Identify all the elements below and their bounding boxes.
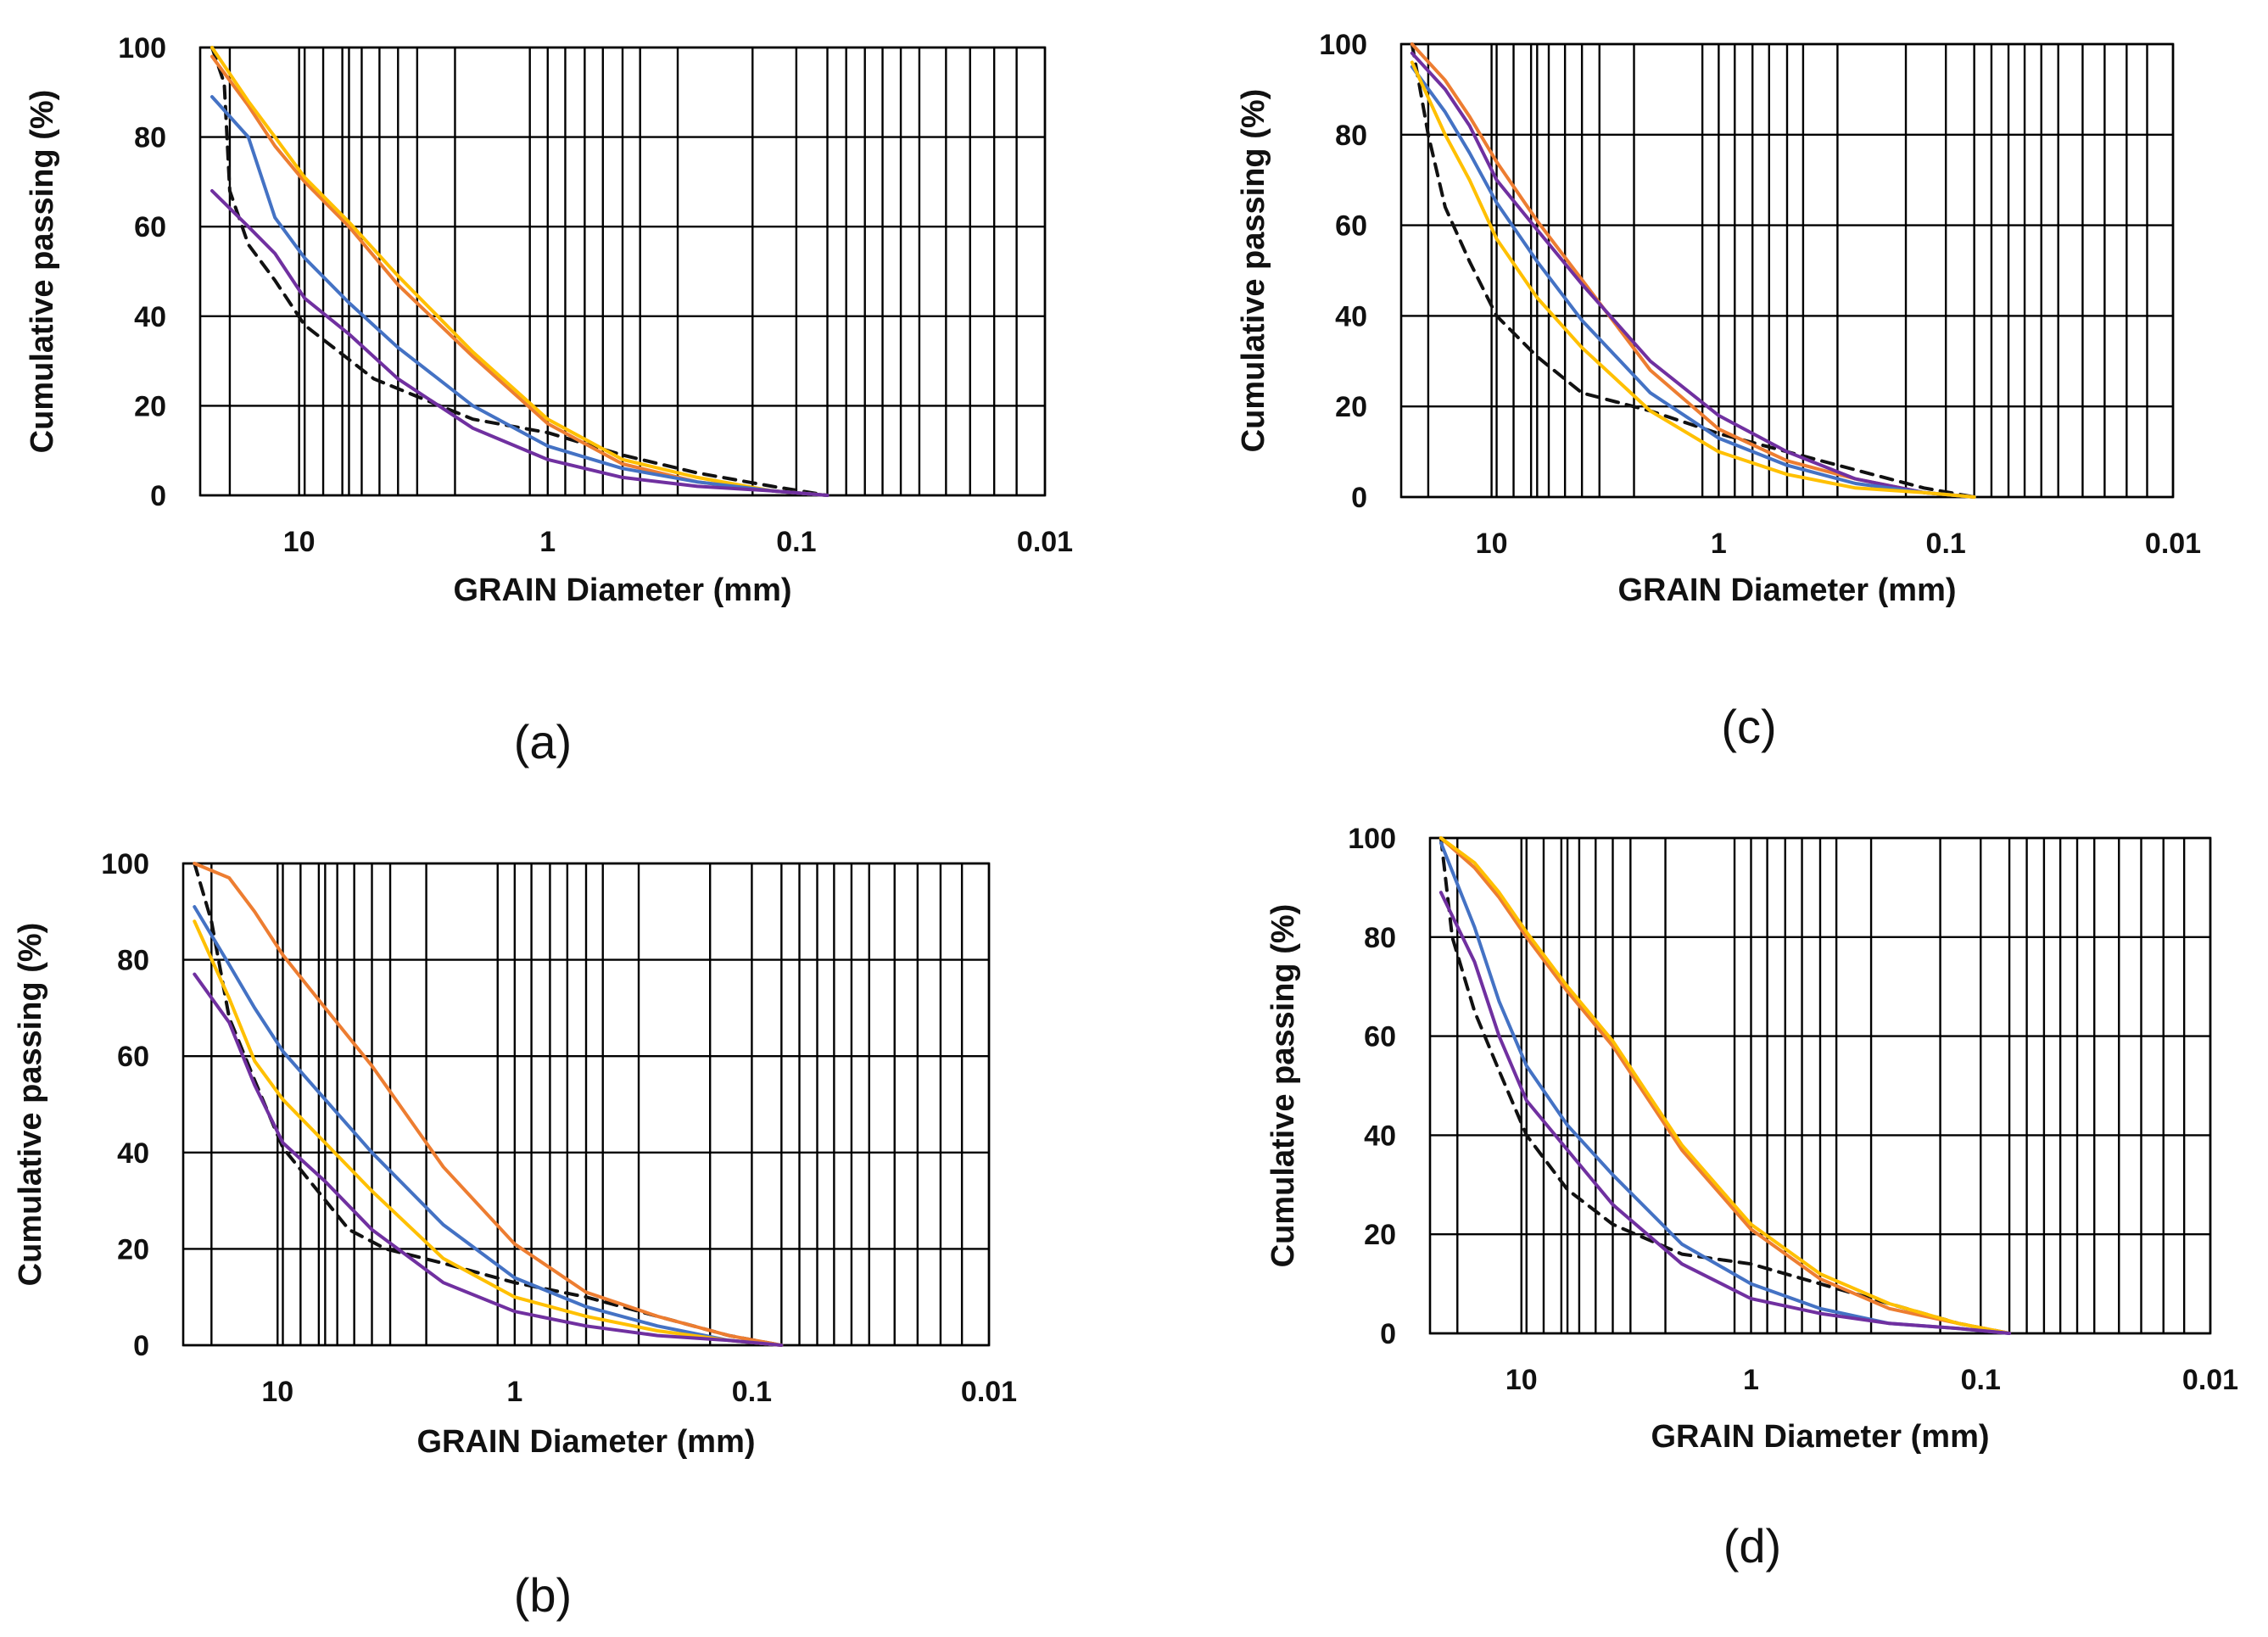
x-tick-label: 1	[1743, 1364, 1759, 1396]
series-line-dashed-black	[210, 46, 830, 497]
series-line-blue	[1410, 64, 1976, 499]
chart-panel-b: 0 20 40 60 80 100 10 1 0.1 0.01 GRAIN Diameter (mm…	[13, 848, 1017, 1622]
y-axis-title: Cumulative passing (%)	[13, 923, 48, 1287]
series-line-gold	[193, 919, 784, 1347]
x-tick-label: 1	[506, 1376, 522, 1408]
y-tick-label: 60	[1335, 210, 1367, 243]
chart-panel-c: 0 20 40 60 80 100 10 1 0.1 0.01 GRAIN Diameter (mm…	[1236, 29, 2201, 753]
x-tick-label: 1	[539, 526, 556, 558]
series-line-gold	[1410, 60, 1976, 499]
x-tick-label: 0.01	[2182, 1364, 2238, 1396]
plot-frame	[198, 46, 1047, 497]
panel-label: (d)	[1723, 1519, 1781, 1573]
plot-frame	[1428, 836, 2212, 1335]
y-tick-label: 100	[118, 32, 166, 64]
y-tick-label: 100	[1319, 29, 1367, 61]
y-tick-label: 100	[101, 848, 149, 880]
y-tick-label: 20	[117, 1233, 149, 1265]
y-tick-label: 60	[134, 211, 166, 243]
x-tick-label: 0.01	[2145, 528, 2201, 560]
y-tick-label: 0	[1380, 1318, 1396, 1350]
series-line-gold	[210, 46, 830, 497]
series-line-purple	[210, 189, 830, 497]
series-line-orange	[1438, 836, 2012, 1335]
y-axis-title: Cumulative passing (%)	[1265, 904, 1301, 1268]
y-tick-label: 80	[1335, 120, 1367, 152]
x-tick-label: 10	[283, 526, 316, 558]
x-axis-title: GRAIN Diameter (mm)	[453, 573, 791, 608]
y-tick-label: 80	[134, 122, 166, 154]
chart-panel-a: 0 20 40 60 80 100 10 1 0.1 0.01 GRAIN Diameter (mm…	[25, 32, 1073, 768]
x-tick-label: 10	[1476, 528, 1508, 560]
series-line-blue	[193, 905, 784, 1347]
y-tick-label: 20	[1364, 1219, 1396, 1251]
x-tick-label: 0.1	[732, 1376, 772, 1408]
y-tick-label: 40	[117, 1137, 149, 1170]
x-tick-label: 10	[1505, 1364, 1538, 1396]
y-axis-title: Cumulative passing (%)	[1236, 89, 1271, 453]
y-axis-title: Cumulative passing (%)	[25, 90, 60, 454]
series-line-purple	[1438, 891, 2012, 1335]
plot-frame	[1399, 42, 2175, 499]
series-line-dashed-black	[1410, 42, 1976, 499]
y-tick-label: 100	[1348, 823, 1396, 855]
y-tick-label: 80	[1364, 922, 1396, 954]
x-axis-title: GRAIN Diameter (mm)	[1651, 1419, 1989, 1455]
x-tick-label: 0.01	[1017, 526, 1073, 558]
x-axis-title: GRAIN Diameter (mm)	[416, 1424, 755, 1460]
x-tick-label: 0.1	[1961, 1364, 2001, 1396]
plot-frame	[182, 862, 991, 1347]
y-tick-label: 20	[134, 390, 166, 422]
series-line-purple	[1410, 51, 1976, 499]
panel-label: (c)	[1721, 700, 1776, 753]
y-tick-label: 0	[150, 480, 166, 512]
y-tick-label: 80	[117, 945, 149, 977]
y-tick-label: 40	[1335, 300, 1367, 332]
y-tick-label: 60	[117, 1041, 149, 1073]
x-tick-label: 0.1	[776, 526, 816, 558]
y-tick-label: 40	[134, 301, 166, 333]
x-axis-title: GRAIN Diameter (mm)	[1617, 573, 1956, 608]
x-tick-label: 10	[261, 1376, 293, 1408]
y-tick-label: 0	[1351, 482, 1367, 514]
series-line-gold	[1438, 836, 2012, 1335]
chart-panel-d: 0 20 40 60 80 100 10 1 0.1 0.01 GRAIN Diameter (mm…	[1265, 823, 2238, 1573]
y-tick-label: 60	[1364, 1021, 1396, 1053]
y-tick-label: 20	[1335, 391, 1367, 423]
x-tick-label: 1	[1711, 528, 1727, 560]
y-tick-label: 0	[133, 1330, 149, 1362]
panel-label: (b)	[514, 1568, 572, 1622]
x-tick-label: 0.1	[1926, 528, 1966, 560]
y-tick-label: 40	[1364, 1120, 1396, 1152]
series-line-orange	[193, 862, 784, 1347]
x-tick-label: 0.01	[961, 1376, 1017, 1408]
series-line-blue	[210, 95, 830, 497]
series-line-purple	[193, 972, 784, 1347]
panel-label: (a)	[514, 715, 572, 768]
